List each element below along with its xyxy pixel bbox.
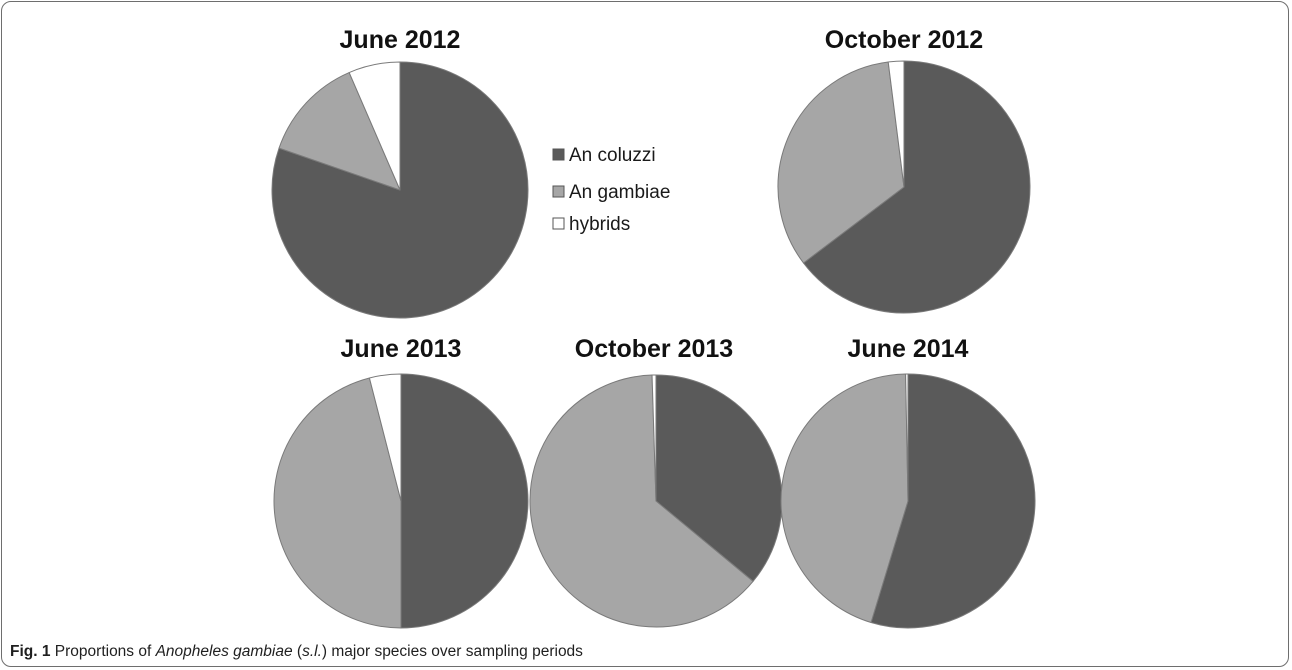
pie-title-june-2012: June 2012: [340, 26, 461, 54]
caption-text-middle: (: [292, 643, 303, 660]
caption-text-after: ) major species over sampling periods: [321, 643, 583, 660]
pie-slice-october-2013-an-coluzzi: [655, 374, 783, 582]
legend-swatch-an-gambiae: [552, 185, 565, 198]
pie-title-october-2013: October 2013: [575, 335, 733, 363]
caption-text-before: Proportions of: [50, 643, 156, 660]
pie-title-june-2013: June 2013: [341, 335, 462, 363]
pie-title-october-2012: October 2012: [825, 26, 983, 54]
legend-swatch-an-coluzzi: [552, 148, 565, 161]
pie-slice-june-2014-an-gambiae: [780, 373, 909, 623]
pie-slice-june-2014-hybrids: [905, 373, 909, 502]
pies-layer: [271, 60, 1036, 629]
figure-caption: Fig. 1 Proportions of Anopheles gambiae …: [10, 643, 583, 661]
pie-slice-october-2012-an-coluzzi: [802, 60, 1031, 314]
legend-label-an-coluzzi: An coluzzi: [569, 145, 656, 166]
pie-slice-june-2013-an-gambiae: [273, 377, 402, 629]
legend: An coluzzi An gambiae hybrids: [552, 145, 670, 235]
pie-slice-june-2013-an-coluzzi: [400, 373, 529, 629]
caption-species: Anopheles gambiae: [155, 643, 293, 660]
pie-slice-june-2014-an-coluzzi: [870, 373, 1036, 629]
caption-label: Fig. 1: [10, 643, 51, 660]
legend-swatch-hybrids: [552, 217, 565, 230]
legend-label-an-gambiae: An gambiae: [569, 182, 670, 203]
caption-sl: s.l.: [302, 643, 322, 660]
pie-title-june-2014: June 2014: [848, 335, 969, 363]
pie-slice-june-2013-hybrids: [368, 373, 402, 502]
pie-slice-october-2013-an-gambiae: [529, 374, 754, 628]
pie-slice-october-2013-hybrids: [651, 374, 657, 502]
pie-slice-october-2012-an-gambiae: [777, 61, 905, 264]
pie-slice-october-2012-hybrids: [887, 60, 905, 188]
pie-slice-june-2012-an-gambiae: [278, 72, 401, 191]
legend-label-hybrids: hybrids: [569, 214, 630, 235]
pie-slice-june-2012-hybrids: [348, 61, 401, 191]
